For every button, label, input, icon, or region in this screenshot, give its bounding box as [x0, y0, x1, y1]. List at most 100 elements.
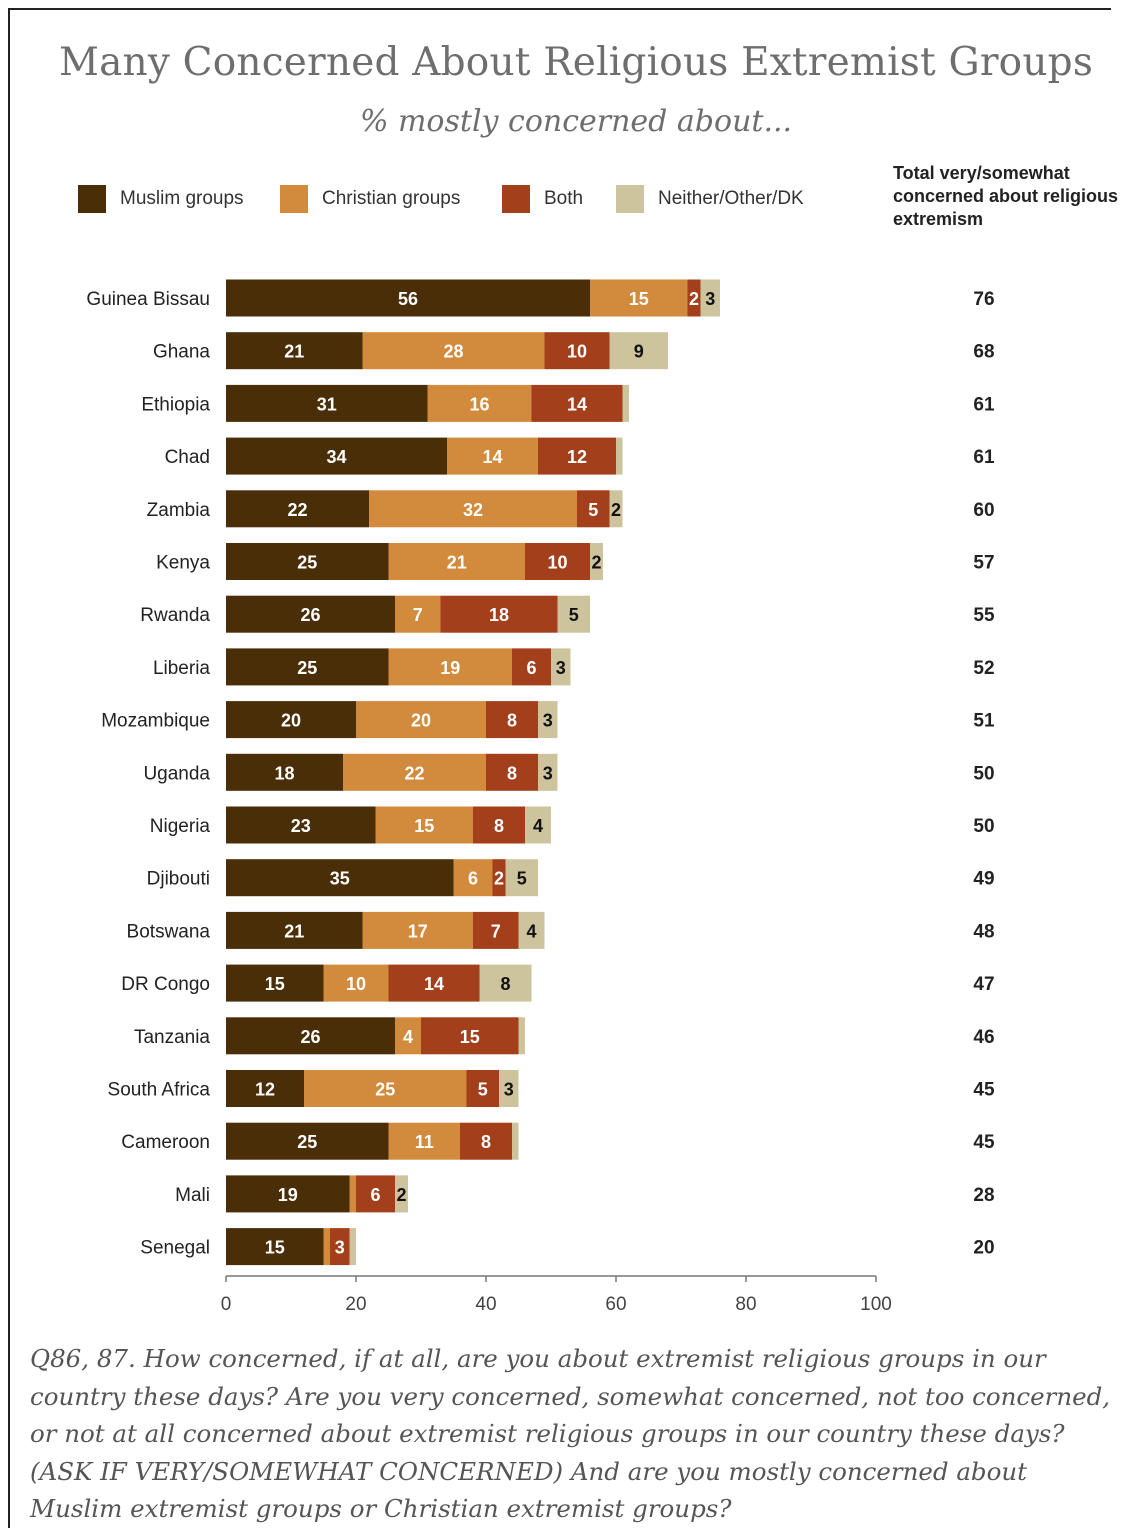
bar-zambia-neither-other-dk — [609, 490, 623, 528]
data-label-ghana-both: 10 — [567, 342, 587, 362]
data-label-nigeria-muslim-groups: 23 — [291, 816, 311, 836]
bar-ghana-both — [544, 332, 610, 370]
bar-chad-neither-other-dk — [616, 437, 623, 475]
data-label-ghana-muslim-groups: 21 — [284, 342, 304, 362]
bar-tanzania-christian-groups — [395, 1017, 421, 1055]
bar-liberia-christian-groups — [388, 648, 512, 686]
data-label-guinea-bissau-both: 2 — [689, 289, 699, 309]
data-label-cameroon-muslim-groups: 25 — [297, 1132, 317, 1152]
data-label-liberia-both: 6 — [526, 658, 536, 678]
bar-botswana-muslim-groups — [226, 911, 363, 949]
category-label-tanzania: Tanzania — [134, 1027, 210, 1048]
bar-ethiopia-both — [531, 384, 623, 422]
bar-rwanda-neither-other-dk — [557, 595, 590, 633]
bar-kenya-christian-groups — [388, 543, 525, 580]
bar-south-africa-neither-other-dk — [499, 1070, 519, 1107]
data-label-kenya-both: 10 — [547, 553, 567, 573]
chart-frame — [8, 8, 1111, 1528]
data-label-botswana-muslim-groups: 21 — [284, 921, 304, 941]
category-label-nigeria: Nigeria — [150, 816, 211, 837]
data-label-guinea-bissau-muslim-groups: 56 — [398, 289, 418, 309]
data-label-cameroon-both: 8 — [481, 1132, 491, 1152]
bar-dr-congo-christian-groups — [323, 964, 389, 1002]
total-column-header: Total very/somewhat concerned about reli… — [893, 163, 1119, 229]
total-value-tanzania: 46 — [973, 1027, 994, 1048]
bar-zambia-both — [577, 490, 610, 528]
bar-ethiopia-christian-groups — [427, 384, 532, 422]
bar-ethiopia-muslim-groups — [226, 384, 428, 422]
bar-ghana-christian-groups — [362, 332, 545, 370]
bar-chad-christian-groups — [447, 437, 538, 475]
legend-label-neither: Neither/Other/DK — [658, 188, 804, 209]
data-label-uganda-both: 8 — [507, 763, 517, 783]
total-value-ethiopia: 61 — [973, 394, 995, 415]
x-tick-label-40: 40 — [475, 1294, 496, 1315]
bar-djibouti-neither-other-dk — [505, 859, 538, 897]
data-label-south-africa-muslim-groups: 12 — [255, 1080, 275, 1100]
data-label-djibouti-both: 2 — [494, 869, 504, 889]
bar-guinea-bissau-neither-other-dk — [700, 279, 720, 317]
total-value-rwanda: 55 — [973, 605, 995, 626]
total-value-mali: 28 — [973, 1185, 994, 1206]
bar-senegal-both — [330, 1228, 350, 1266]
bar-cameroon-both — [460, 1122, 512, 1160]
bar-nigeria-both — [473, 806, 525, 844]
data-label-nigeria-both: 8 — [494, 816, 504, 836]
legend-label-christian: Christian groups — [322, 188, 461, 209]
data-label-mali-both: 6 — [370, 1185, 380, 1205]
bar-senegal-neither-other-dk — [349, 1228, 356, 1266]
total-value-chad: 61 — [973, 447, 995, 468]
data-label-dr-congo-muslim-groups: 15 — [265, 974, 285, 994]
bar-cameroon-neither-other-dk — [512, 1122, 519, 1160]
data-label-zambia-christian-groups: 32 — [463, 500, 483, 520]
data-label-uganda-neither-other-dk: 3 — [543, 763, 553, 783]
data-label-zambia-both: 5 — [588, 500, 598, 520]
bar-botswana-christian-groups — [362, 911, 473, 949]
data-label-chad-christian-groups: 14 — [482, 447, 502, 467]
bar-dr-congo-both — [388, 964, 480, 1002]
bar-ethiopia-neither-other-dk — [622, 384, 629, 422]
category-label-djibouti: Djibouti — [147, 869, 210, 890]
bar-south-africa-muslim-groups — [226, 1070, 304, 1107]
legend-item-christian: Christian groups — [280, 185, 460, 213]
total-value-south-africa: 45 — [973, 1080, 995, 1101]
bar-guinea-bissau-both — [687, 279, 701, 317]
bar-ghana-muslim-groups — [226, 332, 363, 370]
bar-djibouti-muslim-groups — [226, 859, 454, 897]
data-label-kenya-christian-groups: 21 — [447, 553, 467, 573]
bar-uganda-christian-groups — [343, 753, 486, 791]
bar-botswana-both — [473, 911, 519, 949]
total-value-mozambique: 51 — [973, 711, 995, 732]
data-label-liberia-christian-groups: 19 — [440, 658, 460, 678]
legend-item-neither: Neither/Other/DK — [616, 185, 804, 213]
category-label-uganda: Uganda — [143, 763, 210, 784]
data-label-south-africa-neither-other-dk: 3 — [504, 1080, 514, 1100]
data-label-zambia-neither-other-dk: 2 — [611, 500, 621, 520]
bar-south-africa-christian-groups — [304, 1070, 467, 1107]
category-label-mozambique: Mozambique — [101, 711, 210, 732]
bar-uganda-muslim-groups — [226, 753, 343, 791]
bar-south-africa-both — [466, 1070, 499, 1107]
data-label-liberia-neither-other-dk: 3 — [556, 658, 566, 678]
bar-cameroon-christian-groups — [388, 1122, 460, 1160]
bar-dr-congo-muslim-groups — [226, 964, 324, 1002]
bar-dr-congo-neither-other-dk — [479, 964, 532, 1002]
category-label-chad: Chad — [165, 447, 210, 468]
category-label-guinea-bissau: Guinea Bissau — [86, 289, 210, 310]
bar-kenya-both — [525, 543, 590, 580]
total-value-liberia: 52 — [973, 658, 994, 679]
data-label-dr-congo-both: 14 — [424, 974, 444, 994]
category-label-ethiopia: Ethiopia — [141, 394, 210, 415]
bar-mozambique-both — [486, 701, 538, 739]
data-label-kenya-muslim-groups: 25 — [297, 553, 317, 573]
data-label-south-africa-christian-groups: 25 — [375, 1080, 395, 1100]
data-label-dr-congo-christian-groups: 10 — [346, 974, 366, 994]
data-label-djibouti-neither-other-dk: 5 — [517, 869, 527, 889]
bar-tanzania-neither-other-dk — [518, 1017, 525, 1055]
bar-liberia-muslim-groups — [226, 648, 389, 686]
data-label-uganda-muslim-groups: 18 — [274, 763, 294, 783]
question-footnote: Q86, 87. How concerned, if at all, are y… — [30, 1344, 1111, 1523]
category-label-kenya: Kenya — [156, 553, 210, 574]
bar-tanzania-both — [421, 1017, 519, 1055]
